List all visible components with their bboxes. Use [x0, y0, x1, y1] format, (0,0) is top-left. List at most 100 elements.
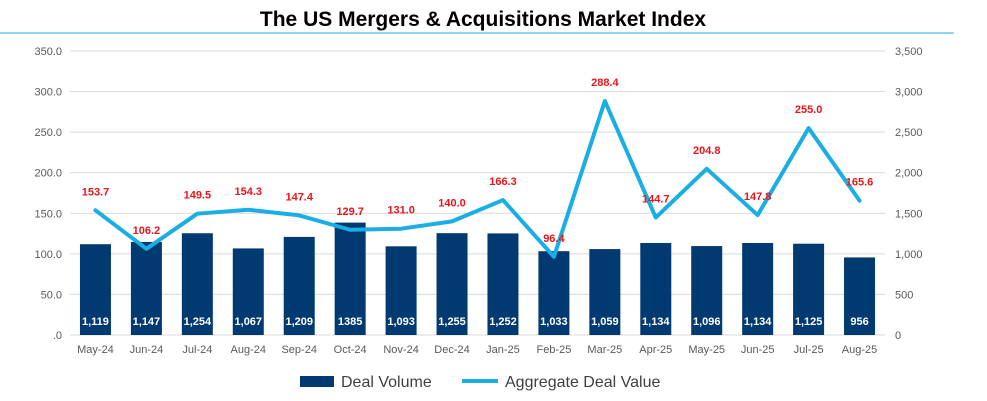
aggregate-value-line — [93, 98, 862, 259]
bar — [436, 233, 468, 335]
left-axis-tick-label: 100.0 — [34, 249, 62, 261]
bar-data-label: 1,059 — [591, 316, 619, 328]
left-axis-tick-label: 200.0 — [34, 168, 62, 180]
line-point — [450, 219, 454, 223]
x-axis-tick-label: Aug-24 — [231, 344, 266, 356]
bar-data-label: 1,125 — [795, 316, 823, 328]
aggregate-value-polyline — [93, 98, 862, 259]
bar — [130, 241, 162, 335]
bar — [691, 246, 723, 335]
bar-data-label: 1,254 — [184, 316, 212, 328]
line-data-label: 153.7 — [82, 186, 110, 198]
bar-data-label: 956 — [850, 316, 868, 328]
line-point — [756, 213, 760, 217]
right-axis-tick-label: 500 — [895, 289, 913, 301]
bar-data-label: 1,119 — [82, 316, 109, 328]
data-labels: 1,119 1,147 1,254 1,067 1,209 1385 1,093 1,255 1… — [82, 77, 874, 328]
bar — [844, 257, 876, 335]
line-data-label: 140.0 — [438, 197, 466, 209]
x-axis-tick-label: Feb-25 — [536, 344, 571, 356]
chart-title: The US Mergers & Acquisitions Market Ind… — [260, 8, 706, 31]
line-point — [858, 199, 862, 203]
x-axis-tick-label: Nov-24 — [383, 344, 418, 356]
line-data-label: 96.4 — [543, 233, 565, 245]
bar-data-label: 1,067 — [235, 316, 263, 328]
line-point — [603, 99, 607, 103]
bar-data-label: 1,093 — [387, 316, 415, 328]
line-data-label: 147.8 — [744, 191, 772, 203]
bar — [79, 244, 111, 335]
line-point — [195, 212, 199, 216]
bar — [385, 246, 417, 335]
left-axis-tick-label: 300.0 — [34, 87, 62, 99]
line-point — [297, 213, 301, 217]
line-point — [399, 227, 403, 231]
bar — [487, 233, 519, 335]
line-point — [501, 198, 505, 202]
line-data-label: 165.6 — [846, 177, 874, 189]
bar — [589, 249, 621, 335]
x-axis-tick-label: Dec-24 — [434, 344, 469, 356]
deal-volume-bars — [79, 222, 876, 335]
right-axis-tick-label: 3,500 — [895, 46, 923, 58]
legend-bar-swatch — [300, 376, 334, 387]
legend: Deal Volume Aggregate Deal Value — [300, 374, 660, 391]
line-data-label: 144.7 — [642, 194, 670, 206]
bar-data-label: 1,255 — [438, 316, 466, 328]
line-data-label: 131.0 — [387, 205, 415, 217]
legend-bar-label: Deal Volume — [341, 374, 432, 391]
right-axis-tick-label: 0 — [895, 330, 901, 342]
bar-data-label: 1385 — [338, 316, 362, 328]
line-data-label: 149.5 — [184, 190, 212, 202]
left-axis-tick-label: 50.0 — [41, 289, 62, 301]
bar-data-label: 1,209 — [285, 316, 313, 328]
right-axis-tick-label: 3,000 — [895, 87, 923, 99]
x-axis-tick-label: Sep-24 — [281, 344, 316, 356]
left-axis-tick-label: 250.0 — [34, 127, 62, 139]
line-point — [654, 216, 658, 220]
x-axis-tick-label: Jan-25 — [486, 344, 520, 356]
axis-ticks: .0 0 50.0 500 100.0 1,000 150.0 1,500 200.0 2,000… — [34, 46, 922, 356]
line-data-label: 147.4 — [285, 191, 313, 203]
bar — [742, 242, 774, 335]
bar-data-label: 1,033 — [540, 316, 568, 328]
line-data-label: 129.7 — [336, 206, 364, 218]
legend-line-label: Aggregate Deal Value — [505, 374, 660, 391]
x-axis-tick-label: Apr-25 — [639, 344, 672, 356]
line-data-label: 154.3 — [235, 186, 263, 198]
bar — [283, 236, 315, 335]
bar — [538, 251, 570, 335]
line-point — [552, 255, 556, 259]
line-point — [144, 247, 148, 251]
left-axis-tick-label: .0 — [53, 330, 62, 342]
line-point — [807, 126, 811, 130]
left-axis-tick-label: 350.0 — [34, 46, 62, 58]
line-point — [246, 208, 250, 212]
bar-data-label: 1,096 — [693, 316, 721, 328]
bar-data-label: 1,134 — [642, 316, 670, 328]
x-axis-tick-label: Jun-24 — [130, 344, 164, 356]
x-axis-tick-label: May-24 — [77, 344, 114, 356]
bar — [793, 243, 825, 335]
right-axis-tick-label: 1,500 — [895, 208, 923, 220]
x-axis-tick-label: Oct-24 — [334, 344, 367, 356]
bar-data-label: 1,147 — [133, 316, 161, 328]
bar-data-label: 1,252 — [489, 316, 517, 328]
line-point — [705, 167, 709, 171]
line-data-label: 106.2 — [133, 225, 161, 237]
right-axis-tick-label: 2,000 — [895, 168, 923, 180]
line-point — [93, 208, 97, 212]
bar-data-label: 1,134 — [744, 316, 772, 328]
x-axis-tick-label: Jul-24 — [182, 344, 212, 356]
right-axis-tick-label: 2,500 — [895, 127, 923, 139]
line-data-label: 204.8 — [693, 145, 721, 157]
bar — [640, 242, 672, 335]
line-data-label: 255.0 — [795, 104, 823, 116]
x-axis-tick-label: Jul-25 — [794, 344, 824, 356]
line-data-label: 288.4 — [591, 77, 619, 89]
bar — [232, 248, 264, 335]
x-axis-tick-label: May-25 — [688, 344, 725, 356]
bar — [334, 222, 366, 335]
x-axis-tick-label: Mar-25 — [587, 344, 622, 356]
